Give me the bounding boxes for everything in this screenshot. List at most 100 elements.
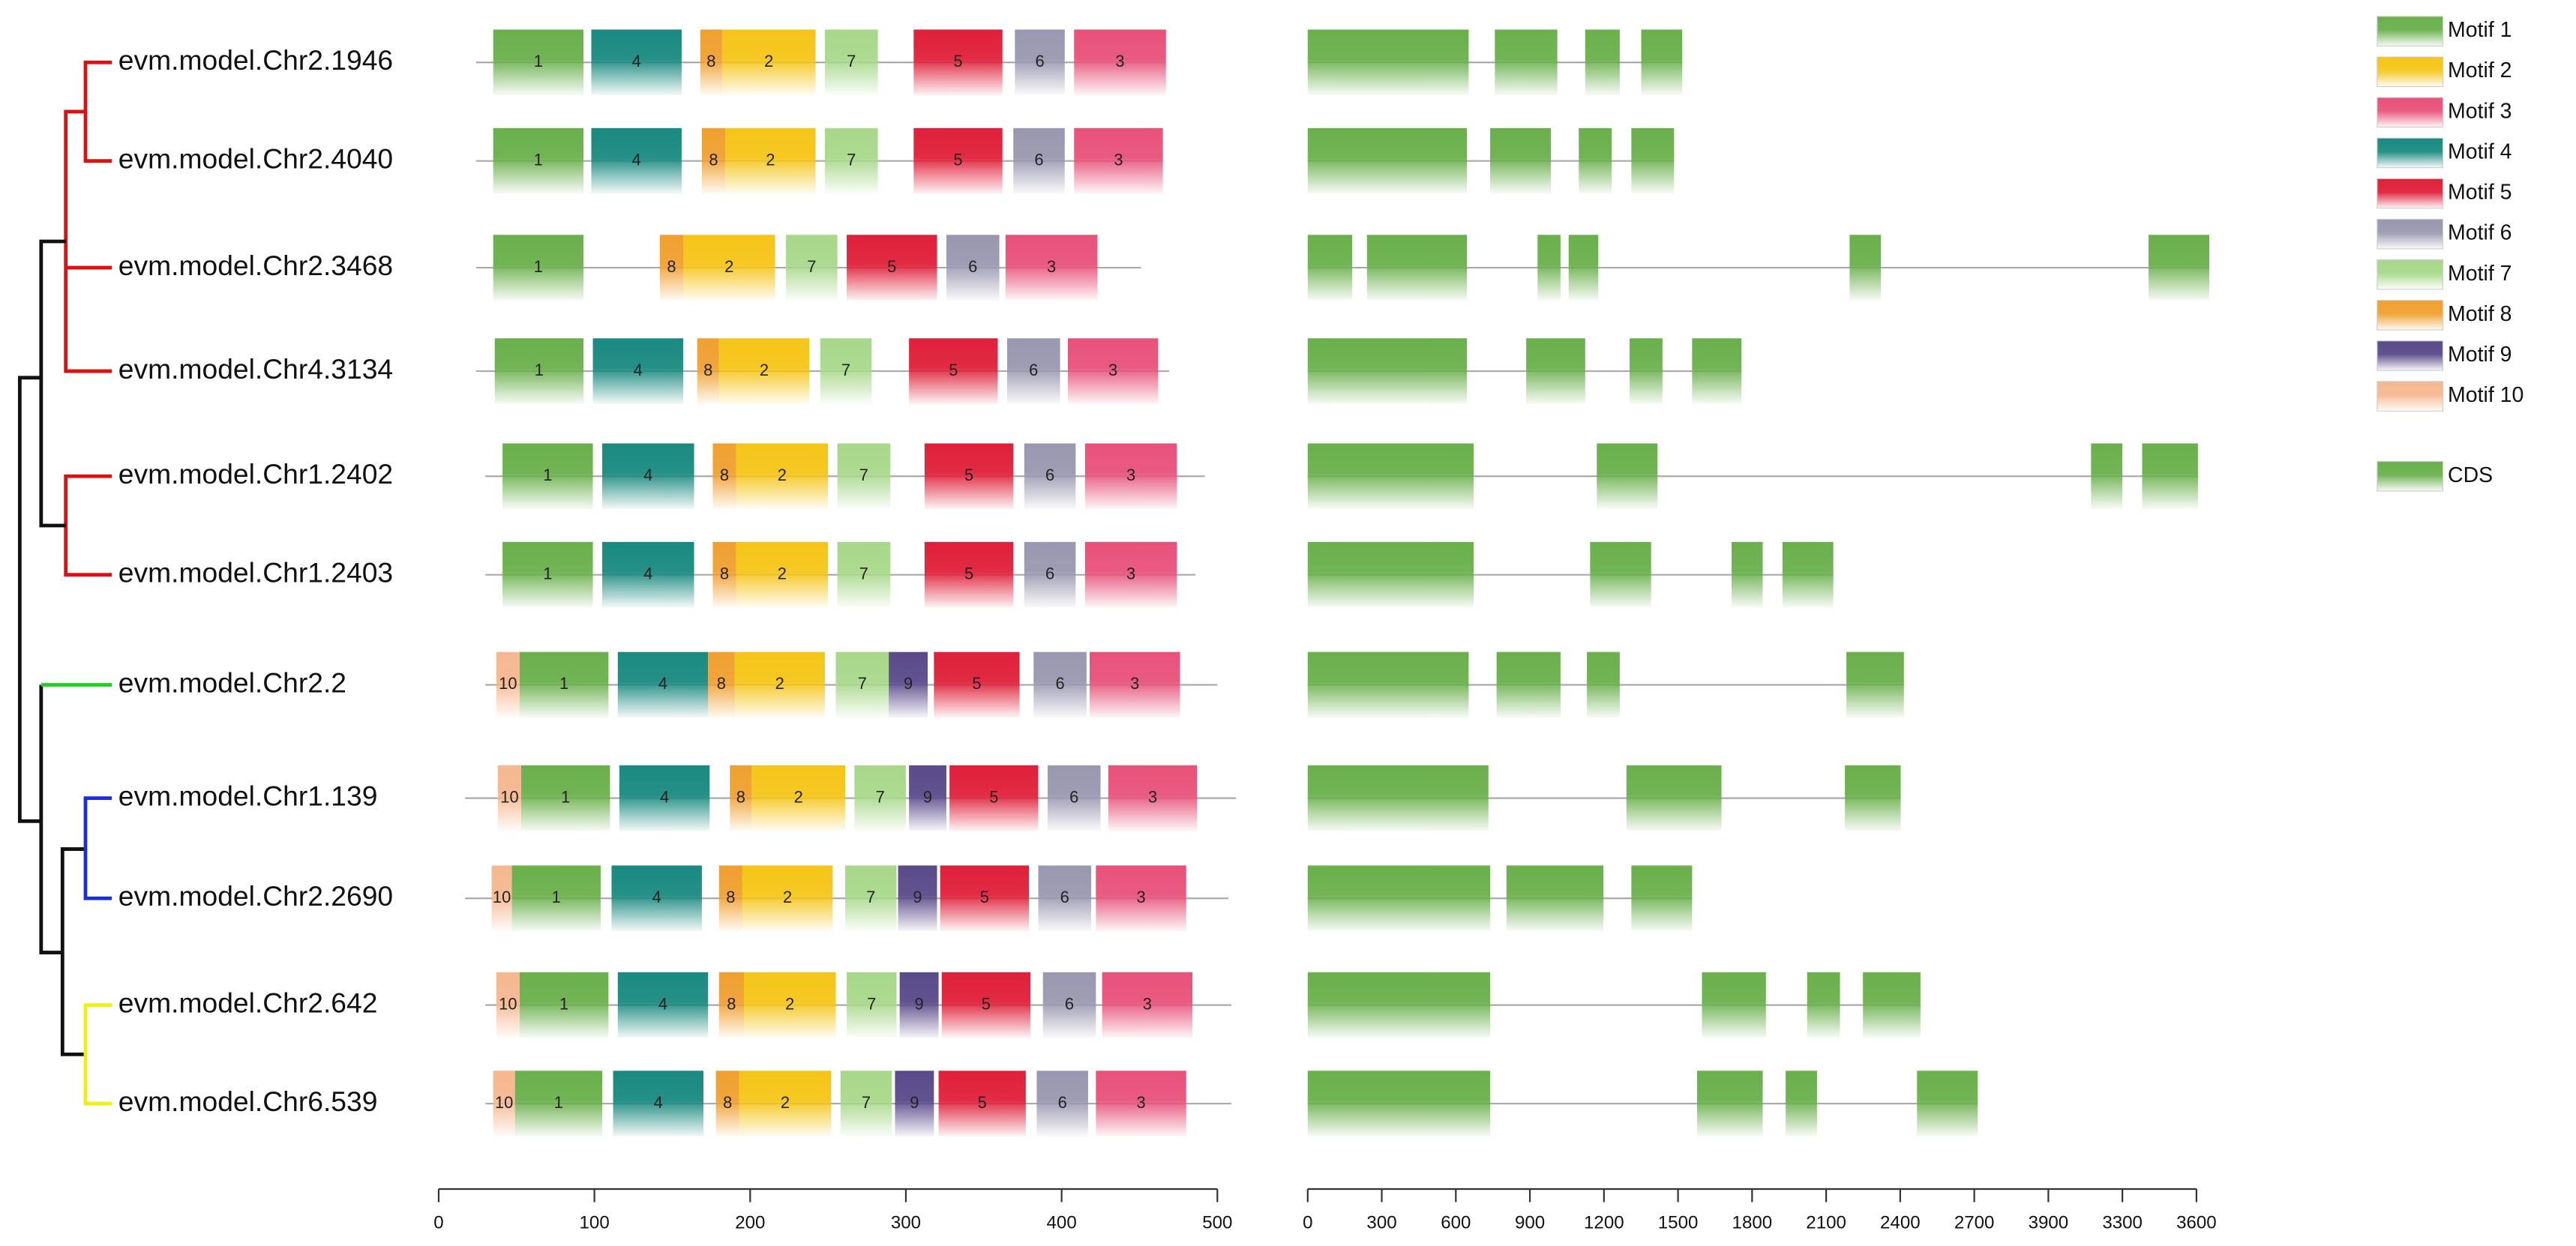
motif-number: 7 xyxy=(847,150,856,169)
cds-box xyxy=(1590,541,1651,608)
cds-box xyxy=(1782,541,1834,608)
tick-label: 2700 xyxy=(1954,1212,1995,1233)
motif-box xyxy=(1047,765,1101,831)
cds-box xyxy=(1585,29,1620,96)
motif-box xyxy=(924,541,1014,608)
motif-number: 4 xyxy=(658,994,667,1013)
legend-swatch xyxy=(2377,137,2444,169)
motif-number: 6 xyxy=(1045,564,1054,583)
motif-box xyxy=(786,235,838,301)
tree xyxy=(17,60,112,1106)
motif-number: 10 xyxy=(500,787,518,806)
motif-box xyxy=(824,29,878,96)
tick-label: 600 xyxy=(1441,1212,1471,1233)
motif-number: 8 xyxy=(720,466,729,484)
motif-box xyxy=(1033,651,1087,718)
motif-number: 2 xyxy=(775,674,784,693)
motif-number: 3 xyxy=(1136,888,1145,906)
legend-label: Motif 7 xyxy=(2448,262,2512,286)
motif-box xyxy=(659,235,684,301)
motif-box xyxy=(725,127,816,194)
motif-number: 9 xyxy=(913,888,922,906)
motif-box xyxy=(712,541,736,608)
motif-box xyxy=(613,1071,704,1137)
motif-box xyxy=(949,765,1039,831)
motif-number: 8 xyxy=(727,994,736,1013)
tree-branch xyxy=(60,847,85,1056)
motif-number: 7 xyxy=(859,466,868,484)
gene-label: evm.model.Chr6.539 xyxy=(118,1086,378,1117)
tick-label: 2400 xyxy=(1880,1212,1921,1233)
motif-box xyxy=(854,765,906,831)
legend-swatch xyxy=(2377,218,2444,250)
cds-box xyxy=(1307,338,1468,404)
motif-box xyxy=(742,865,833,932)
cds-box xyxy=(1366,235,1468,301)
motif-box xyxy=(1005,235,1098,301)
motif-number: 7 xyxy=(858,674,867,693)
motif-number: 6 xyxy=(1069,787,1078,806)
motif-box xyxy=(913,127,1003,194)
motif-box xyxy=(751,765,845,831)
gene-label: evm.model.Chr2.3468 xyxy=(118,250,393,281)
motif-box xyxy=(847,972,897,1038)
legend-label: Motif 2 xyxy=(2448,58,2512,82)
motif-box xyxy=(497,765,522,831)
motif-box xyxy=(739,1071,832,1137)
motif-box xyxy=(730,765,752,831)
motif-number: 3 xyxy=(1126,466,1135,484)
motif-box xyxy=(840,1071,892,1137)
motif-box xyxy=(511,865,601,932)
motif-box xyxy=(743,972,836,1038)
motif-box xyxy=(824,127,878,194)
cds-box xyxy=(1307,235,1353,301)
motif-box xyxy=(837,541,891,608)
motif-box xyxy=(496,972,520,1038)
motif-number: 6 xyxy=(1045,466,1054,484)
motif-box xyxy=(889,651,928,718)
cds-box xyxy=(1692,338,1742,404)
cds-box xyxy=(1631,127,1675,194)
motif-box xyxy=(617,651,709,718)
motif-number: 7 xyxy=(862,1093,871,1112)
cds-box xyxy=(1846,651,1904,718)
gene-label: evm.model.Chr2.2690 xyxy=(118,880,393,912)
cds-box xyxy=(1537,235,1561,301)
motif-box xyxy=(715,1071,739,1137)
motif-box xyxy=(493,29,584,96)
tick-label: 200 xyxy=(735,1212,765,1233)
motif-box xyxy=(1074,29,1166,96)
motif-box xyxy=(591,29,682,96)
motif-number: 2 xyxy=(794,787,803,806)
cds-box xyxy=(1696,1071,1763,1137)
motif-number: 4 xyxy=(652,888,661,906)
motif-number: 3 xyxy=(1108,361,1117,379)
motif-number: 2 xyxy=(724,257,733,276)
motif-number: 4 xyxy=(643,564,652,583)
legend-swatch xyxy=(2377,56,2444,87)
gene-label: evm.model.Chr1.2402 xyxy=(118,458,393,490)
motif-box xyxy=(592,338,684,404)
motif-number: 7 xyxy=(876,787,885,806)
motif-box xyxy=(493,1071,515,1137)
motif-number: 2 xyxy=(760,361,769,379)
cds-box xyxy=(1307,972,1491,1038)
motif-number: 8 xyxy=(720,564,729,583)
motif-box xyxy=(837,443,891,510)
motif-number: 6 xyxy=(968,257,977,276)
motif-number: 1 xyxy=(552,888,561,906)
motif-number: 8 xyxy=(717,674,726,693)
motif-number: 6 xyxy=(1055,674,1064,693)
motif-box xyxy=(844,865,897,932)
motif-number: 3 xyxy=(1126,564,1135,583)
cds-box xyxy=(1597,443,1658,510)
motif-number: 5 xyxy=(964,466,973,484)
tick-label: 400 xyxy=(1047,1212,1077,1233)
cds-box xyxy=(1626,765,1722,831)
motif-box xyxy=(683,235,775,301)
tick-label: 300 xyxy=(1366,1212,1396,1233)
motif-number: 5 xyxy=(989,787,998,806)
gene-label: evm.model.Chr2.1946 xyxy=(118,44,393,76)
legend-swatch xyxy=(2377,259,2444,290)
